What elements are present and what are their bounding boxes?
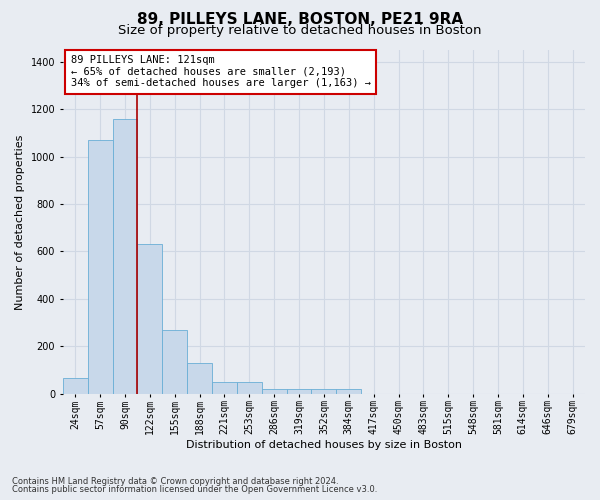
Text: Size of property relative to detached houses in Boston: Size of property relative to detached ho… xyxy=(118,24,482,37)
Bar xyxy=(162,330,187,394)
Text: Contains HM Land Registry data © Crown copyright and database right 2024.: Contains HM Land Registry data © Crown c… xyxy=(12,477,338,486)
Bar xyxy=(287,390,311,394)
Bar xyxy=(311,390,337,394)
Bar xyxy=(113,118,137,394)
X-axis label: Distribution of detached houses by size in Boston: Distribution of detached houses by size … xyxy=(186,440,462,450)
Text: 89, PILLEYS LANE, BOSTON, PE21 9RA: 89, PILLEYS LANE, BOSTON, PE21 9RA xyxy=(137,12,463,26)
Bar xyxy=(63,378,88,394)
Bar xyxy=(187,363,212,394)
Bar xyxy=(137,244,162,394)
Bar xyxy=(337,390,361,394)
Bar xyxy=(88,140,113,394)
Y-axis label: Number of detached properties: Number of detached properties xyxy=(15,134,25,310)
Bar xyxy=(212,382,237,394)
Text: 89 PILLEYS LANE: 121sqm
← 65% of detached houses are smaller (2,193)
34% of semi: 89 PILLEYS LANE: 121sqm ← 65% of detache… xyxy=(71,55,371,88)
Bar xyxy=(262,390,287,394)
Bar xyxy=(237,382,262,394)
Text: Contains public sector information licensed under the Open Government Licence v3: Contains public sector information licen… xyxy=(12,485,377,494)
